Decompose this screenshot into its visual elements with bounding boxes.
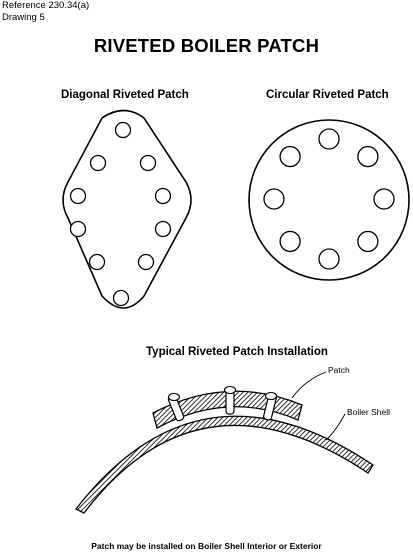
installation-note: Patch may be installed on Boiler Shell I… (91, 541, 322, 551)
rivet-hole (154, 220, 172, 238)
shell-leader-line (325, 413, 346, 441)
patch-plate (152, 390, 303, 429)
patch-callout: Patch (328, 365, 350, 375)
rivet-hole (279, 230, 301, 253)
page-title: RIVETED BOILER PATCH (93, 35, 320, 56)
patch-leader-line (291, 371, 327, 399)
rivet-hole (357, 230, 379, 253)
installation-diagram (75, 371, 374, 514)
boiler-shell (75, 415, 374, 514)
rivet-hole (139, 154, 157, 172)
drawing-number: Drawing 5 (2, 12, 45, 23)
diagonal-patch-label: Diagonal Riveted Patch (61, 89, 189, 101)
rivet-hole (154, 187, 172, 205)
rivet-hole (373, 188, 395, 210)
rivet-hole (114, 121, 132, 139)
rivet-hole (318, 248, 340, 270)
circular-patch-label: Circular Riveted Patch (266, 89, 389, 101)
rivet-hole (279, 145, 301, 168)
rivet-hole (137, 253, 155, 271)
diagonal-rivets (69, 121, 172, 307)
rivet-hole (69, 187, 87, 205)
rivet-hole (69, 220, 87, 238)
reference-text: Reference 230.34(a) (2, 0, 90, 11)
diagonal-patch-outline (62, 109, 192, 309)
rivet-hole (88, 253, 106, 271)
rivet-hole (89, 154, 107, 172)
circular-rivets (263, 128, 395, 270)
diagonal-patch (62, 109, 192, 309)
rivet-hole (318, 128, 340, 150)
rivet (263, 391, 278, 421)
circular-patch (248, 119, 410, 281)
rivet-hole (357, 145, 379, 168)
rivet (167, 392, 185, 422)
rivet (223, 385, 237, 415)
installation-label: Typical Riveted Patch Installation (146, 346, 328, 358)
boiler-shell-callout: Boiler Shell (347, 407, 390, 417)
rivet-hole (263, 188, 285, 210)
rivet-hole (112, 289, 130, 307)
